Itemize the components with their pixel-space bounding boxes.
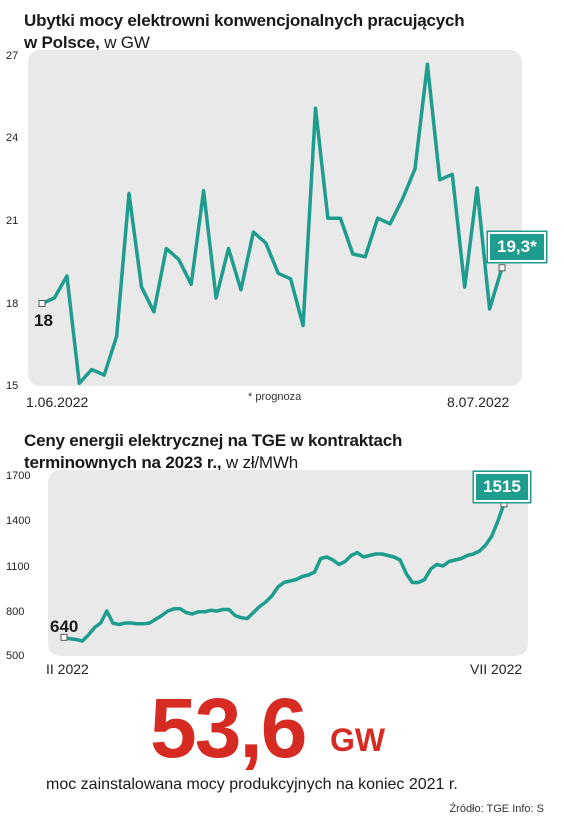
chart1-ytick: 24 xyxy=(6,132,19,144)
chart2-title-line2: terminownych na 2023 r., xyxy=(24,453,222,472)
chart2-ytick: 1700 xyxy=(6,470,31,482)
chart1-series-line xyxy=(40,62,504,386)
chart2-ytick: 500 xyxy=(6,650,25,662)
source-credit: Źródło: TGE Info: S xyxy=(449,803,544,815)
chart2-start-marker xyxy=(60,633,68,641)
chart2-title-line1: Ceny energii elektrycznej na TGE w kontr… xyxy=(24,431,403,450)
chart2-start-label: 640 xyxy=(50,617,79,636)
chart1-x-end: 8.07.2022 xyxy=(447,394,510,410)
chart1-title-line1: Ubytki mocy elektrowni konwencjonalnych … xyxy=(24,11,465,30)
chart2-end-badge: 1515 xyxy=(474,472,530,502)
chart2-x-end: VII 2022 xyxy=(470,661,523,677)
chart1-ytick: 15 xyxy=(6,380,19,392)
chart1-end-badge: 19,3* xyxy=(488,232,546,262)
highlight-value: 53,6 xyxy=(150,681,307,775)
highlight-caption: moc zainstalowana mocy produkcyjnych na … xyxy=(46,776,458,793)
chart2-x-start: II 2022 xyxy=(46,661,89,677)
chart1-title: Ubytki mocy elektrowni konwencjonalnych … xyxy=(24,10,465,54)
chart1-ytick: 27 xyxy=(6,50,19,62)
chart2-ytick: 1400 xyxy=(6,515,31,527)
chart1-panel xyxy=(28,50,522,386)
chart1-plot xyxy=(38,62,506,386)
chart1-title-line2: w Polsce, xyxy=(24,33,100,52)
chart2-unit: w zł/MWh xyxy=(221,453,298,472)
chart1-ytick: 21 xyxy=(6,215,19,227)
chart2-series-line xyxy=(62,502,506,643)
chart2-ytick: 1100 xyxy=(6,561,30,573)
chart1-ytick: 18 xyxy=(6,298,19,310)
chart1-end-marker xyxy=(498,264,506,272)
chart1-start-label: 18 xyxy=(34,311,53,330)
chart1-unit: w GW xyxy=(99,33,150,52)
highlight-unit: GW xyxy=(330,722,386,758)
chart2-title: Ceny energii elektrycznej na TGE w kontr… xyxy=(24,430,402,474)
chart1-x-start: 1.06.2022 xyxy=(26,394,89,410)
chart1-forecast-note: * prognoza xyxy=(248,391,302,403)
chart2-panel xyxy=(48,470,528,656)
chart2-ytick: 800 xyxy=(6,606,25,618)
chart1-start-marker xyxy=(38,300,46,307)
